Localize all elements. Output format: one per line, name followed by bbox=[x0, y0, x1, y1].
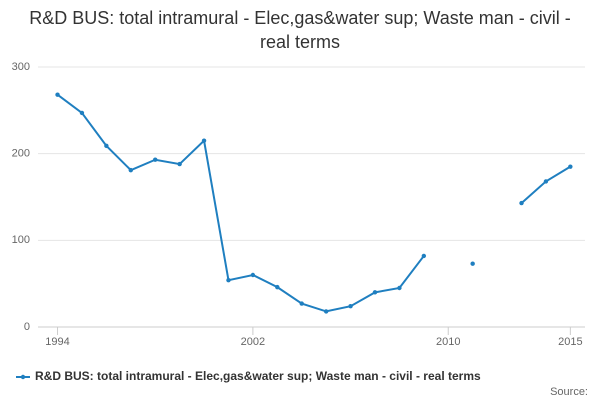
y-tick-label: 100 bbox=[12, 234, 30, 246]
point bbox=[299, 301, 304, 306]
point bbox=[128, 167, 133, 173]
x-tick-label: 1994 bbox=[45, 336, 69, 348]
source: Source: bbox=[550, 386, 588, 398]
y-tick-label: 200 bbox=[12, 148, 30, 160]
point bbox=[104, 143, 109, 149]
line bbox=[56, 93, 571, 313]
x-tick-label: 2002 bbox=[241, 336, 265, 348]
y-tick-label: 300 bbox=[12, 61, 30, 73]
point bbox=[519, 200, 524, 206]
point bbox=[348, 304, 353, 309]
point bbox=[421, 253, 427, 259]
point bbox=[397, 285, 402, 291]
point bbox=[79, 110, 85, 116]
x-tick-label: 2010 bbox=[436, 336, 460, 348]
point bbox=[177, 161, 182, 167]
point bbox=[323, 309, 329, 314]
point bbox=[372, 290, 378, 295]
point bbox=[568, 164, 573, 169]
legend-point bbox=[20, 374, 26, 380]
point bbox=[201, 138, 207, 143]
x-tick-label: 2015 bbox=[558, 336, 582, 348]
point bbox=[153, 157, 158, 162]
point bbox=[250, 272, 256, 278]
point bbox=[543, 179, 549, 184]
y-tick-label: 0 bbox=[24, 321, 30, 333]
point bbox=[275, 284, 280, 290]
legend-label: R&D BUS: total intramural - Elec,gas&wat… bbox=[35, 369, 481, 383]
point bbox=[55, 92, 60, 97]
point bbox=[226, 278, 231, 283]
point bbox=[470, 261, 475, 266]
chart-title: R&D BUS: total intramural - Elec,gas&wat… bbox=[29, 8, 571, 52]
